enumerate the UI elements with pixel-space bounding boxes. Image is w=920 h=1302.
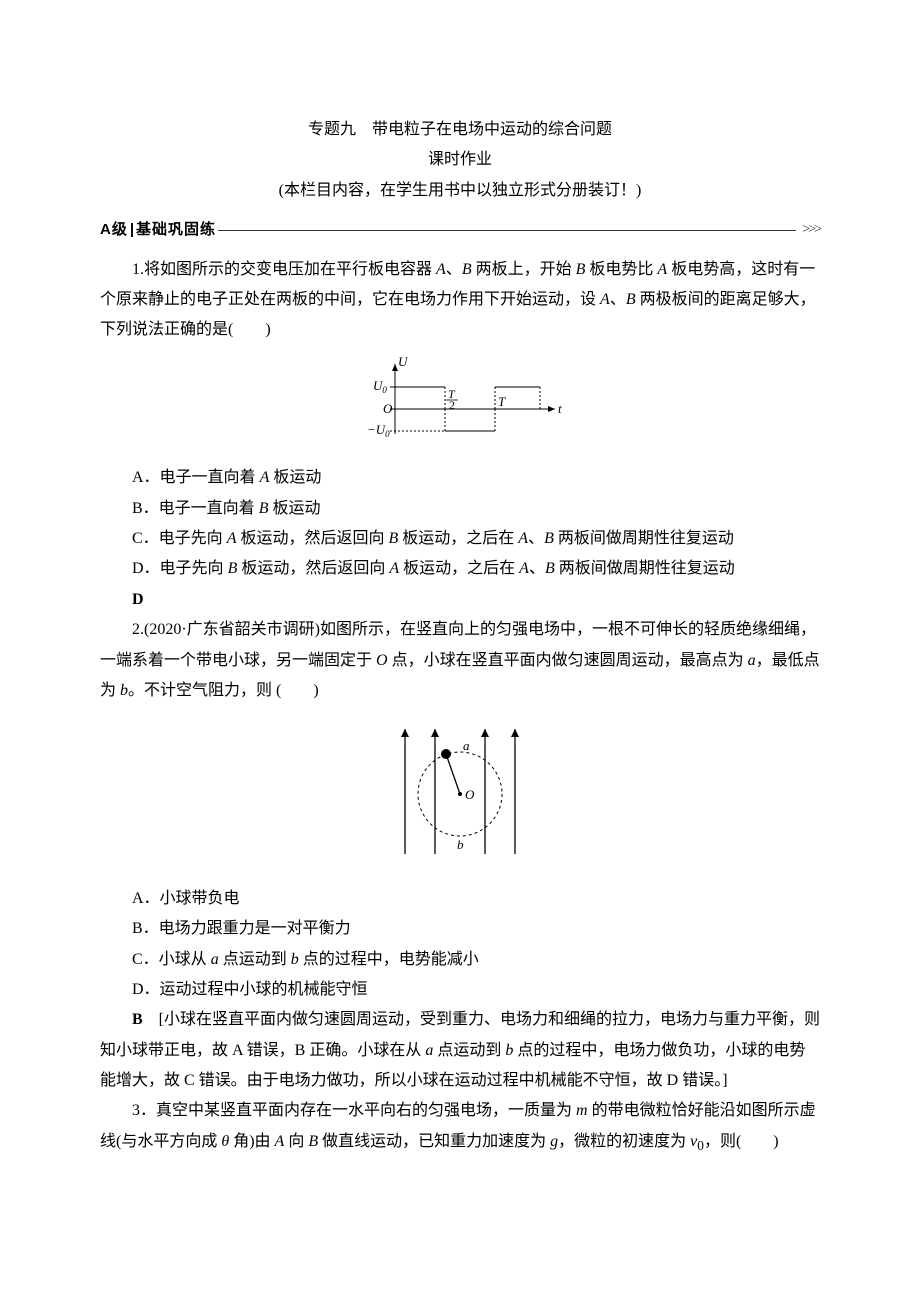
axis-t: t — [558, 401, 562, 416]
axis-U: U — [398, 354, 409, 369]
var-B: B — [626, 291, 636, 308]
section-header: A级 | 基础巩固练 >>> — [100, 216, 820, 245]
section-divider: | — [130, 216, 134, 245]
q1-option-A: A．电子一直向着 A 板运动 — [100, 463, 820, 493]
q3-stem: 3．真空中某竖直平面内存在一水平向右的匀强电场，一质量为 m 的带电微粒恰好能沿… — [100, 1096, 820, 1158]
label-U0: U0 — [373, 378, 387, 395]
q2-option-B: B．电场力跟重力是一对平衡力 — [100, 914, 820, 944]
label-O: O — [465, 787, 475, 802]
label-b: b — [457, 837, 464, 852]
label-O: O — [383, 401, 393, 416]
subtitle: 课时作业 — [100, 145, 820, 175]
q1-figure: U U0 O −U0 T 2 T t — [100, 354, 820, 455]
var-B: B — [462, 261, 472, 278]
var-B: B — [576, 261, 586, 278]
label-minus-U0: −U0 — [367, 422, 390, 439]
label-T2-den: 2 — [449, 398, 455, 412]
text: 板电势比 — [585, 261, 657, 278]
text: 1.将如图所示的交变电压加在平行板电容器 — [132, 261, 436, 278]
q2-figure: O a b — [100, 714, 820, 875]
q2-stem: 2.(2020·广东省韶关市调研)如图所示，在竖直向上的匀强电场中，一根不可伸长… — [100, 615, 820, 706]
text: 、 — [610, 291, 626, 308]
text: 、 — [446, 261, 462, 278]
q1-stem: 1.将如图所示的交变电压加在平行板电容器 A、B 两板上，开始 B 板电势比 A… — [100, 255, 820, 346]
q2-answer-explanation: B [小球在竖直平面内做匀速圆周运动，受到重力、电场力和细绳的拉力，电场力与重力… — [100, 1005, 820, 1096]
section-level: A级 — [100, 216, 128, 245]
section-name: 基础巩固练 — [136, 216, 216, 245]
var-A: A — [600, 291, 610, 308]
q2-option-D: D．运动过程中小球的机械能守恒 — [100, 975, 820, 1005]
label-T: T — [498, 394, 506, 409]
q1-option-D: D．电子先向 B 板运动，然后返回向 A 板运动，之后在 A、B 两板间做周期性… — [100, 554, 820, 584]
q2-option-C: C．小球从 a 点运动到 b 点的过程中，电势能减小 — [100, 945, 820, 975]
chevron-right-icon: >>> — [802, 217, 820, 244]
q2-option-A: A．小球带负电 — [100, 884, 820, 914]
q1-answer: D — [100, 585, 820, 615]
q1-option-C: C．电子先向 A 板运动，然后返回向 B 板运动，之后在 A、B 两板间做周期性… — [100, 524, 820, 554]
var-A: A — [436, 261, 446, 278]
binding-note: (本栏目内容，在学生用书中以独立形式分册装订！) — [100, 176, 820, 206]
topic-title: 专题九 带电粒子在电场中运动的综合问题 — [100, 115, 820, 145]
label-a: a — [463, 738, 470, 753]
q1-option-B: B．电子一直向着 B 板运动 — [100, 494, 820, 524]
var-A: A — [657, 261, 667, 278]
section-underline — [218, 230, 796, 231]
text: 两板上，开始 — [472, 261, 576, 278]
